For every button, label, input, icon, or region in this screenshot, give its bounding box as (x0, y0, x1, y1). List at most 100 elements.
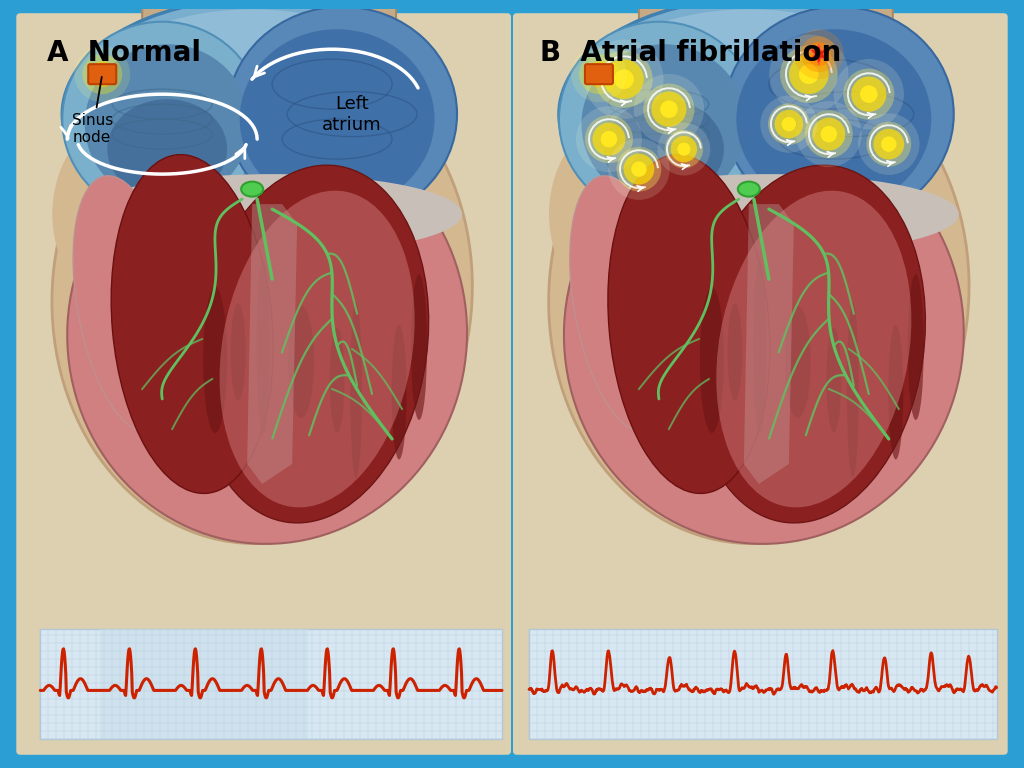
Circle shape (95, 67, 110, 81)
Circle shape (781, 117, 796, 131)
Circle shape (866, 122, 911, 167)
Ellipse shape (68, 124, 467, 544)
Ellipse shape (784, 306, 811, 418)
Circle shape (843, 68, 894, 120)
Text: Left
atrium: Left atrium (323, 94, 382, 134)
Ellipse shape (350, 302, 362, 478)
Ellipse shape (564, 124, 964, 544)
Circle shape (860, 85, 878, 103)
Ellipse shape (62, 22, 262, 217)
Circle shape (677, 143, 690, 156)
Circle shape (858, 114, 920, 175)
FancyBboxPatch shape (825, 0, 893, 55)
Circle shape (660, 101, 678, 118)
Text: Sinus
node: Sinus node (73, 77, 114, 145)
Circle shape (643, 84, 694, 134)
FancyBboxPatch shape (142, 0, 202, 60)
Circle shape (631, 161, 646, 177)
Ellipse shape (604, 99, 724, 199)
Ellipse shape (62, 0, 442, 229)
Ellipse shape (549, 114, 709, 314)
FancyBboxPatch shape (699, 0, 763, 55)
Circle shape (585, 40, 664, 119)
FancyBboxPatch shape (529, 629, 996, 739)
Circle shape (579, 55, 618, 94)
Ellipse shape (549, 45, 969, 544)
Circle shape (614, 69, 634, 89)
FancyBboxPatch shape (88, 65, 117, 84)
Ellipse shape (608, 154, 770, 493)
Ellipse shape (330, 327, 345, 432)
Ellipse shape (699, 287, 724, 433)
Circle shape (624, 154, 654, 184)
Ellipse shape (569, 176, 678, 432)
FancyBboxPatch shape (776, 0, 833, 50)
FancyBboxPatch shape (585, 65, 613, 84)
Ellipse shape (112, 154, 273, 493)
Ellipse shape (85, 45, 250, 204)
Circle shape (851, 77, 887, 112)
Circle shape (769, 35, 849, 114)
Ellipse shape (411, 274, 427, 420)
Circle shape (820, 126, 837, 142)
Circle shape (657, 123, 711, 176)
Circle shape (881, 137, 896, 152)
Ellipse shape (257, 259, 269, 435)
Circle shape (634, 74, 705, 144)
Ellipse shape (74, 9, 431, 219)
FancyBboxPatch shape (513, 13, 1008, 755)
FancyBboxPatch shape (100, 629, 308, 739)
Ellipse shape (391, 325, 407, 459)
Circle shape (585, 115, 633, 163)
Ellipse shape (888, 325, 903, 459)
Ellipse shape (826, 327, 842, 432)
Circle shape (807, 42, 830, 66)
FancyBboxPatch shape (280, 0, 336, 50)
Circle shape (774, 110, 803, 138)
Circle shape (601, 131, 617, 147)
Ellipse shape (230, 303, 246, 400)
Polygon shape (809, 43, 828, 65)
Circle shape (586, 61, 612, 88)
Ellipse shape (736, 29, 931, 209)
Circle shape (665, 130, 703, 168)
Ellipse shape (716, 190, 911, 508)
FancyBboxPatch shape (16, 13, 511, 755)
Ellipse shape (108, 99, 227, 199)
Circle shape (571, 46, 627, 102)
Ellipse shape (907, 274, 924, 420)
Ellipse shape (242, 181, 263, 197)
Ellipse shape (327, 134, 457, 314)
Ellipse shape (288, 306, 314, 418)
Circle shape (616, 147, 662, 191)
Ellipse shape (724, 7, 953, 222)
Circle shape (796, 101, 862, 167)
Ellipse shape (203, 287, 227, 433)
Circle shape (89, 61, 116, 88)
Ellipse shape (738, 181, 760, 197)
Circle shape (834, 59, 904, 129)
FancyBboxPatch shape (40, 629, 502, 739)
Ellipse shape (824, 134, 953, 314)
FancyBboxPatch shape (329, 0, 396, 55)
Circle shape (801, 36, 837, 72)
Circle shape (575, 106, 642, 172)
Circle shape (780, 45, 838, 103)
Ellipse shape (219, 190, 415, 508)
Ellipse shape (52, 45, 472, 544)
Circle shape (604, 59, 644, 99)
Ellipse shape (847, 302, 859, 478)
FancyBboxPatch shape (639, 0, 699, 60)
Ellipse shape (73, 176, 181, 432)
Circle shape (768, 104, 810, 145)
Circle shape (608, 138, 670, 200)
Circle shape (651, 91, 686, 127)
Ellipse shape (579, 174, 958, 254)
Ellipse shape (52, 114, 212, 314)
Ellipse shape (240, 29, 434, 209)
Ellipse shape (570, 9, 928, 219)
Circle shape (671, 136, 697, 162)
Circle shape (593, 123, 626, 156)
Ellipse shape (582, 45, 746, 204)
Circle shape (805, 110, 853, 158)
